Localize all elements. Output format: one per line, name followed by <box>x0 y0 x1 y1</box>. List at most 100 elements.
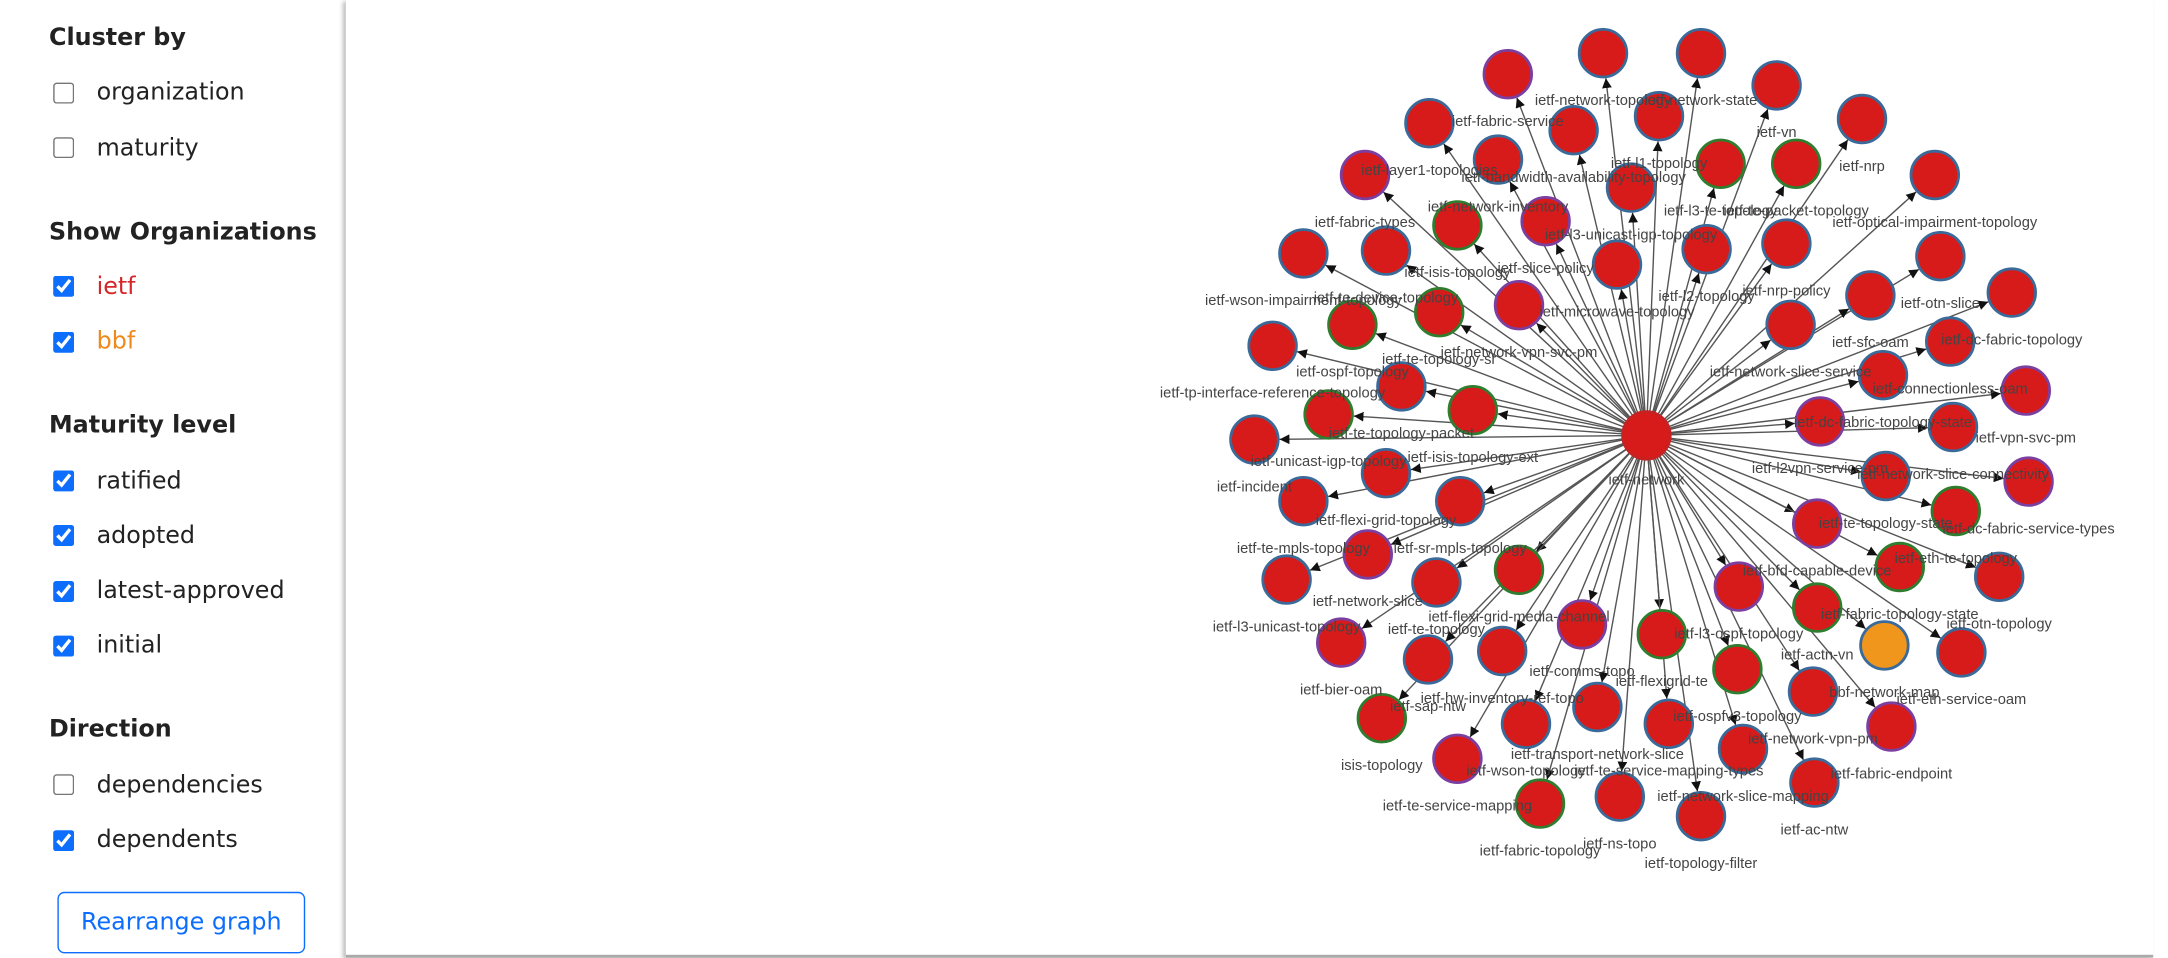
option[interactable]: bbf <box>50 328 135 356</box>
node-label: ietf-slice-policy <box>1497 261 1594 277</box>
option[interactable]: organization <box>50 79 245 107</box>
checkbox[interactable] <box>53 137 75 159</box>
section-title: Show Organizations <box>49 217 317 246</box>
node-label: ietf-connectionless-oam <box>1873 381 2028 397</box>
option[interactable]: initial <box>50 632 162 660</box>
node <box>1794 396 1846 447</box>
node <box>1447 384 1498 436</box>
node <box>1770 138 1822 189</box>
edge <box>1617 435 1648 772</box>
edge <box>1353 411 1647 437</box>
node <box>1493 544 1545 595</box>
edge <box>1646 434 2004 483</box>
node <box>1791 582 1843 633</box>
node <box>1761 218 1812 269</box>
edge <box>1646 423 1928 437</box>
option[interactable]: adopted <box>50 522 195 550</box>
node <box>1360 225 1412 276</box>
node-label: ietf-network-topology <box>1535 93 1672 109</box>
checkbox[interactable] <box>53 82 75 104</box>
node-label: ietf-network-slice-connectivity <box>1857 467 2049 483</box>
node-label: ietf-te-packet-topology <box>1724 204 1870 220</box>
node <box>1404 97 1455 149</box>
node-label: ietf-l2vpn-service-pm <box>1752 461 1888 477</box>
node <box>1432 200 1483 251</box>
node <box>1936 627 1987 678</box>
node <box>1636 608 1687 660</box>
node <box>1514 778 1566 829</box>
checkbox[interactable] <box>53 829 75 851</box>
node <box>1930 485 1981 537</box>
checkbox[interactable] <box>53 580 75 602</box>
node-label: ietf-fabric-topology <box>1480 843 1601 859</box>
node-label: ietf-incident <box>1217 479 1292 495</box>
checkbox[interactable] <box>53 525 75 547</box>
option[interactable]: ratified <box>50 467 182 495</box>
node <box>1476 625 1528 677</box>
node-label: ietf-l3-te-topology <box>1664 204 1778 220</box>
node <box>1787 666 1839 717</box>
option[interactable]: maturity <box>50 134 199 162</box>
node-label: ietf-eth-service-oam <box>1897 692 2027 708</box>
checkbox[interactable] <box>53 276 75 298</box>
node <box>1434 475 1486 527</box>
node <box>1695 138 1746 189</box>
node-label: ietf-tp-interface-reference-topology <box>1160 386 1386 402</box>
node-label: ietf-te-service-mapping-types <box>1574 764 1763 780</box>
edge <box>1536 322 1647 436</box>
node <box>1402 634 1454 685</box>
edge <box>1645 435 1727 566</box>
option[interactable]: latest-approved <box>50 577 285 605</box>
node-label: ietf-network-vpn-svc-pm <box>1441 345 1598 361</box>
node-label: ietf-ospf-topology <box>1296 365 1409 381</box>
node-label: ietf-vn <box>1757 125 1797 141</box>
node <box>1327 299 1378 350</box>
edge <box>1361 434 1647 630</box>
section-title: Direction <box>49 715 172 744</box>
node-label: ietf-nrp <box>1839 159 1885 175</box>
node <box>1315 617 1367 668</box>
edge <box>1534 435 1648 701</box>
node-label: ietf-hw-inventory-ref-topo <box>1421 691 1584 707</box>
node <box>1765 299 1816 350</box>
node <box>1874 541 1925 593</box>
node <box>1472 134 1524 185</box>
checkbox[interactable] <box>53 774 75 796</box>
edge <box>1598 435 1648 683</box>
option[interactable]: dependencies <box>50 771 263 799</box>
node <box>1675 27 1727 79</box>
edge <box>1645 263 1773 436</box>
node-label: ietf-te-mpls-topology <box>1237 541 1371 557</box>
node <box>1866 701 1917 752</box>
node-label: ietf-topology-filter <box>1645 856 1758 872</box>
node-label: ietf-wson-impairment-topology <box>1205 293 1402 309</box>
node <box>1717 723 1769 775</box>
node-label: ietf-bier-oam <box>1300 682 1382 698</box>
option[interactable]: ietf <box>50 272 136 301</box>
option-label: ietf <box>96 272 136 301</box>
option-label: initial <box>96 631 163 660</box>
checkbox[interactable] <box>53 331 75 353</box>
node-label: ietf-sfc-oam <box>1832 335 1909 351</box>
node <box>1247 320 1298 371</box>
option-label: adopted <box>96 521 196 550</box>
node <box>1713 561 1764 612</box>
checkbox[interactable] <box>53 470 75 492</box>
edge <box>1646 434 1942 639</box>
node-label: ietf-sap-ntw <box>1390 699 1466 715</box>
node-label: ietf-network <box>1608 472 1685 488</box>
node <box>1229 414 1280 465</box>
node-label: ietf-flexigrid-te <box>1616 674 1708 690</box>
node-label: ietf-te-topology-packet <box>1329 426 1474 442</box>
edge <box>1645 434 1800 591</box>
dependency-graph: ietf-network ietf-fabric-service ietf-netw… <box>1160 27 2115 872</box>
node <box>1915 230 1966 282</box>
section-title: Cluster by <box>49 23 186 52</box>
node <box>1712 643 1763 695</box>
node <box>1261 554 1312 605</box>
node <box>1924 316 1976 367</box>
node <box>1594 771 1645 822</box>
rearrange-button[interactable]: Rearrange graph <box>57 891 306 954</box>
checkbox[interactable] <box>53 635 75 657</box>
option[interactable]: dependents <box>50 826 238 854</box>
